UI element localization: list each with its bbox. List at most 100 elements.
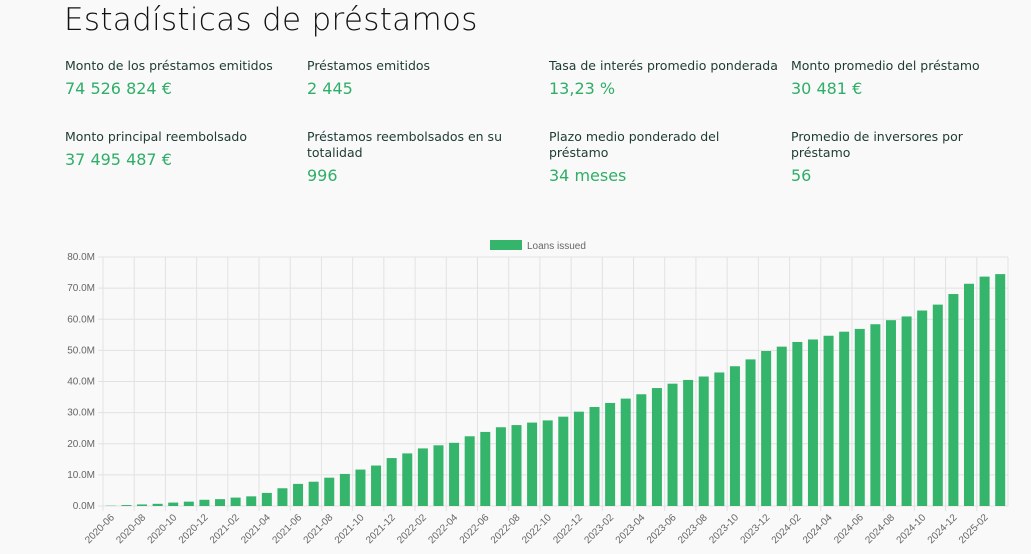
bar-2022-12[interactable] bbox=[573, 411, 584, 506]
bar-2022-08[interactable] bbox=[511, 425, 522, 506]
x-tick-label: 2021-04 bbox=[239, 512, 273, 546]
loans-issued-chart: 0.0M 10.0M 20.0M 30.0M 40.0M 50.0M 60.0M 70.0M 8… bbox=[67, 240, 1009, 546]
bar-2020-07[interactable] bbox=[121, 505, 132, 506]
bar-2021-09[interactable] bbox=[339, 473, 350, 506]
bar-2023-03[interactable] bbox=[620, 398, 631, 506]
x-tick-label: 2022-06 bbox=[458, 512, 492, 546]
stat-value: 74 526 824 € bbox=[65, 79, 172, 98]
bar-2023-11[interactable] bbox=[745, 359, 756, 506]
x-tick-label: 2023-10 bbox=[707, 512, 741, 546]
bar-2021-11[interactable] bbox=[371, 465, 382, 506]
bar-2025-03[interactable] bbox=[995, 274, 1006, 506]
bar-2021-01[interactable] bbox=[215, 499, 226, 506]
bar-2021-04[interactable] bbox=[261, 492, 272, 506]
bar-2022-01[interactable] bbox=[402, 453, 413, 506]
bar-2024-09[interactable] bbox=[901, 316, 912, 506]
x-tick-label: 2024-08 bbox=[863, 512, 897, 546]
legend-label: Loans issued bbox=[527, 241, 586, 252]
x-tick-label: 2024-02 bbox=[770, 512, 804, 546]
bar-2024-01[interactable] bbox=[776, 346, 787, 506]
bar-2021-08[interactable] bbox=[324, 477, 335, 506]
stat-average-amount: Monto promedio del préstamo 30 481 € bbox=[791, 58, 1021, 98]
bar-2024-11[interactable] bbox=[932, 304, 943, 506]
bar-2021-03[interactable] bbox=[246, 496, 257, 506]
bar-2024-08[interactable] bbox=[885, 320, 896, 506]
bar-2024-02[interactable] bbox=[792, 341, 803, 506]
bar-2022-07[interactable] bbox=[495, 427, 506, 506]
bar-2023-06[interactable] bbox=[667, 383, 678, 506]
stat-value: 996 bbox=[307, 166, 338, 185]
bar-2025-02[interactable] bbox=[979, 276, 990, 506]
bar-2023-05[interactable] bbox=[651, 388, 662, 506]
y-tick-label: 70.0M bbox=[67, 283, 95, 294]
bar-2022-09[interactable] bbox=[527, 422, 538, 506]
bar-2022-11[interactable] bbox=[558, 416, 569, 506]
stat-label: Préstamos reembolsados en su totalidad bbox=[307, 129, 502, 160]
bar-2021-12[interactable] bbox=[386, 458, 397, 506]
stat-value: 13,23 % bbox=[549, 79, 616, 98]
bar-2022-04[interactable] bbox=[449, 442, 460, 506]
stat-fully-repaid: Préstamos reembolsados en su totalidad 99… bbox=[307, 129, 517, 185]
bar-2024-12[interactable] bbox=[948, 294, 959, 506]
bar-2021-07[interactable] bbox=[308, 481, 319, 506]
page-title: Estadísticas de préstamos bbox=[64, 2, 478, 38]
bar-2022-10[interactable] bbox=[542, 420, 553, 506]
stat-label: Monto promedio del préstamo bbox=[791, 58, 980, 73]
bar-2024-03[interactable] bbox=[807, 339, 818, 506]
x-tick-label: 2024-12 bbox=[926, 512, 960, 546]
bar-2024-05[interactable] bbox=[839, 331, 850, 506]
bar-2020-08[interactable] bbox=[137, 504, 148, 506]
bar-2023-12[interactable] bbox=[761, 350, 772, 506]
x-tick-label: 2023-08 bbox=[676, 512, 710, 546]
bar-2024-07[interactable] bbox=[870, 324, 881, 506]
bar-2020-12[interactable] bbox=[199, 499, 210, 506]
bar-2024-06[interactable] bbox=[854, 328, 865, 506]
x-tick-label: 2023-06 bbox=[645, 512, 679, 546]
stat-average-term: Plazo medio ponderado del préstamo 34 mes… bbox=[549, 129, 779, 185]
bar-2022-03[interactable] bbox=[433, 445, 444, 506]
bar-2021-06[interactable] bbox=[293, 483, 304, 506]
stat-label: Monto de los préstamos emitidos bbox=[65, 58, 273, 73]
bar-2024-10[interactable] bbox=[917, 310, 928, 506]
bar-2022-05[interactable] bbox=[464, 436, 475, 506]
stat-label: Plazo medio ponderado del préstamo bbox=[549, 129, 720, 160]
bar-2022-02[interactable] bbox=[417, 448, 428, 506]
stat-loans-issued: Préstamos emitidos 2 445 bbox=[307, 58, 537, 98]
stat-label: Monto principal reembolsado bbox=[65, 129, 247, 144]
bar-2024-04[interactable] bbox=[823, 335, 834, 506]
stat-investors-per-loan: Promedio de inversores por préstamo 56 bbox=[791, 129, 1021, 185]
x-tick-label: 2023-12 bbox=[739, 512, 773, 546]
x-tick-label: 2021-02 bbox=[208, 512, 242, 546]
bar-2025-01[interactable] bbox=[963, 283, 974, 506]
x-tick-label: 2021-06 bbox=[270, 512, 304, 546]
x-tick-label: 2020-08 bbox=[114, 512, 148, 546]
x-tick-label: 2022-02 bbox=[395, 512, 429, 546]
bar-2021-02[interactable] bbox=[230, 497, 241, 506]
stat-value: 56 bbox=[791, 166, 812, 185]
bar-2023-02[interactable] bbox=[605, 402, 616, 506]
bar-2023-01[interactable] bbox=[589, 407, 600, 506]
x-tick-label: 2022-12 bbox=[551, 512, 585, 546]
bar-2021-10[interactable] bbox=[355, 469, 366, 506]
bar-2023-10[interactable] bbox=[729, 366, 740, 506]
bar-2023-07[interactable] bbox=[683, 379, 694, 506]
stat-principal-repaid: Monto principal reembolsado 37 495 487 € bbox=[65, 129, 295, 169]
stat-value: 37 495 487 € bbox=[65, 150, 172, 169]
bar-2022-06[interactable] bbox=[480, 431, 491, 506]
bar-2023-08[interactable] bbox=[698, 376, 709, 506]
bar-2021-05[interactable] bbox=[277, 488, 288, 506]
x-tick-label: 2022-04 bbox=[426, 512, 460, 546]
bar-2020-11[interactable] bbox=[183, 501, 194, 506]
x-tick-label: 2023-02 bbox=[583, 512, 617, 546]
x-tick-label: 2020-12 bbox=[177, 512, 211, 546]
bar-2020-10[interactable] bbox=[168, 502, 179, 506]
legend[interactable]: Loans issued bbox=[490, 240, 586, 252]
stat-value: 2 445 bbox=[307, 79, 353, 98]
x-tick-label: 2020-06 bbox=[83, 512, 117, 546]
stat-amount-issued: Monto de los préstamos emitidos 74 526 82… bbox=[65, 58, 295, 98]
x-tick-label: 2024-06 bbox=[832, 512, 866, 546]
y-tick-label: 10.0M bbox=[67, 470, 95, 481]
bar-2023-04[interactable] bbox=[636, 394, 647, 506]
bar-2020-09[interactable] bbox=[152, 503, 163, 506]
bar-2023-09[interactable] bbox=[714, 372, 725, 506]
